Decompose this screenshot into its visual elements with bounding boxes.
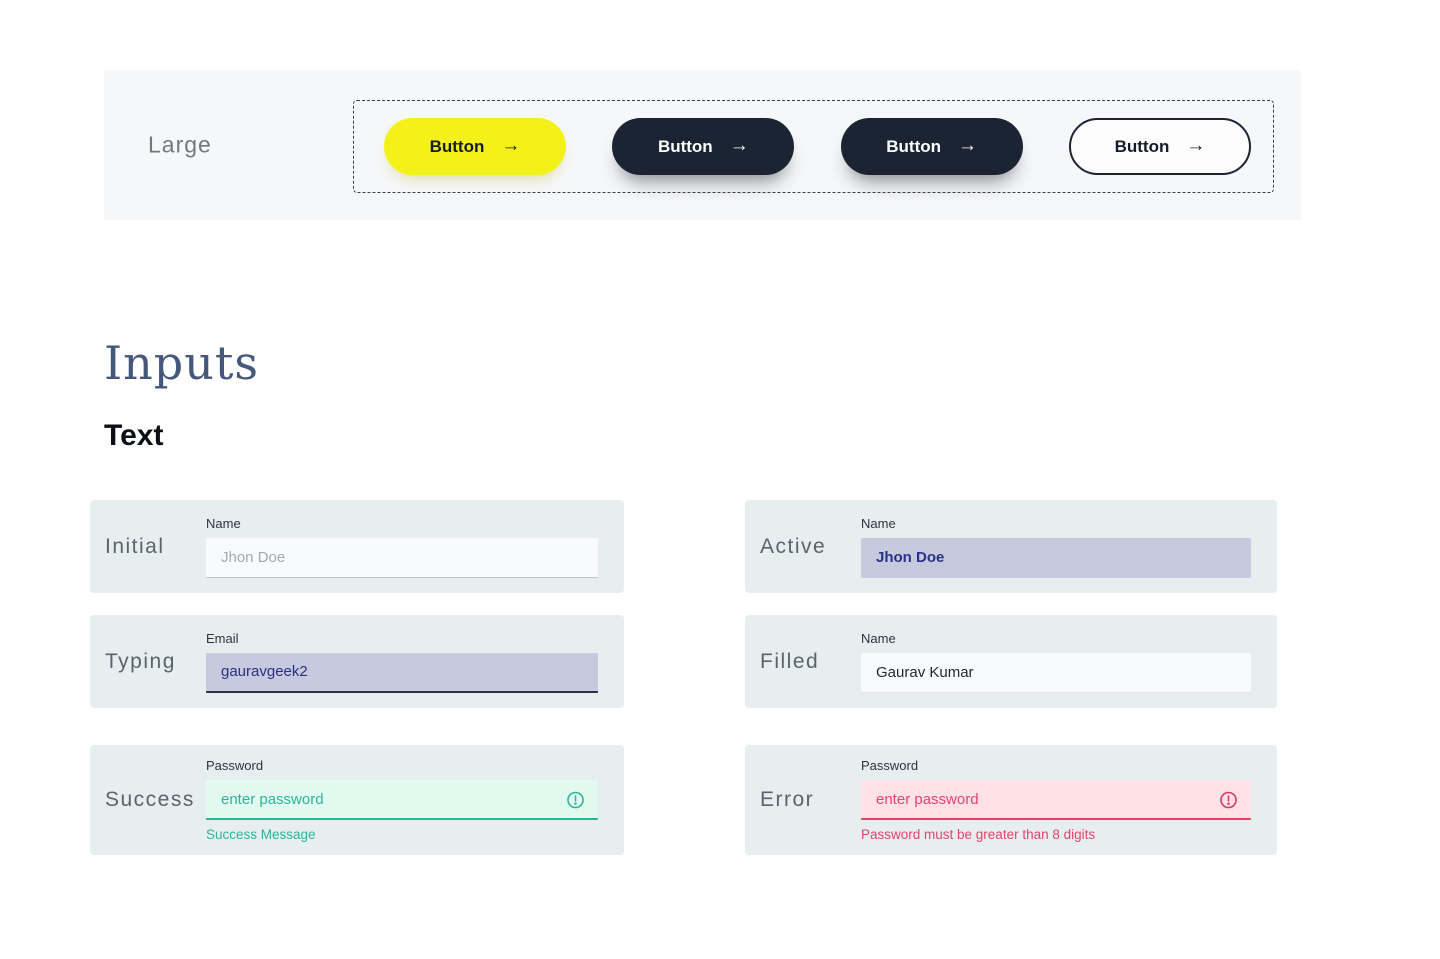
inputs-heading: Inputs (104, 336, 259, 390)
alert-circle-icon (566, 791, 585, 810)
email-input-typing[interactable] (206, 652, 598, 693)
input-card-initial: Initial Name (90, 500, 624, 593)
name-input-initial[interactable] (206, 537, 598, 578)
button-size-section: Large Button → Button → Button → Button … (104, 70, 1301, 220)
text-heading: Text (104, 419, 164, 452)
arrow-right-icon: → (1186, 135, 1206, 156)
input-card-typing: Typing Email (90, 615, 624, 708)
arrow-right-icon: → (501, 135, 521, 156)
dark-button-1[interactable]: Button → (612, 118, 795, 175)
input-card-filled: Filled Name (745, 615, 1277, 708)
input-card-active: Active Name (745, 500, 1277, 593)
primary-yellow-button[interactable]: Button → (384, 118, 566, 175)
input-wrapper (206, 780, 598, 820)
error-message: Password must be greater than 8 digits (861, 827, 1096, 842)
field-label: Email (206, 630, 239, 646)
field-label: Name (861, 515, 896, 531)
size-label: Large (148, 131, 212, 158)
field-group: Password Success Message (206, 758, 598, 842)
field-group: Name (206, 516, 598, 578)
field-label: Password (861, 758, 919, 773)
field-label: Password (206, 758, 264, 773)
dark-button-2[interactable]: Button → (840, 118, 1023, 175)
state-label: Success (105, 788, 195, 811)
field-group: Name (861, 631, 1251, 693)
state-label: Initial (105, 534, 165, 558)
outline-button[interactable]: Button → (1068, 118, 1251, 175)
success-message: Success Message (206, 827, 316, 842)
alert-circle-icon (1219, 791, 1238, 810)
arrow-right-icon: → (958, 135, 978, 156)
input-card-success: Success Password Success Message (90, 745, 624, 855)
button-label: Button (429, 136, 485, 156)
button-label: Button (886, 136, 942, 156)
field-label: Name (206, 515, 241, 531)
name-input-filled[interactable] (861, 652, 1251, 693)
field-group: Email (206, 631, 598, 693)
password-input-error[interactable] (861, 780, 1251, 820)
button-label: Button (657, 136, 713, 156)
input-wrapper (861, 780, 1251, 820)
field-label: Name (861, 630, 896, 646)
state-label: Error (760, 788, 815, 811)
state-label: Typing (105, 649, 176, 673)
input-card-error: Error Password Password must be greater … (745, 745, 1277, 855)
state-label: Filled (760, 649, 820, 673)
arrow-right-icon: → (729, 135, 749, 156)
button-label: Button (1114, 136, 1170, 156)
state-label: Active (760, 534, 827, 558)
button-variants-container: Button → Button → Button → Button → (353, 100, 1274, 193)
field-group: Password Password must be greater than 8… (861, 758, 1251, 842)
field-group: Name (861, 516, 1251, 578)
password-input-success[interactable] (206, 780, 598, 820)
name-input-active[interactable] (861, 537, 1251, 578)
